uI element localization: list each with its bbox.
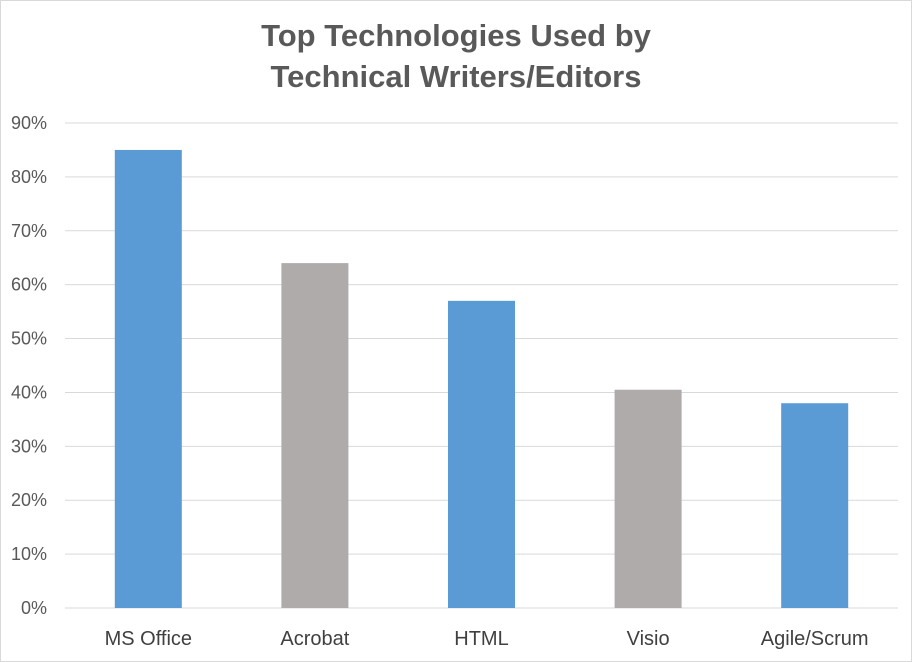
x-axis: MS Office Acrobat HTML Visio Agile/Scrum — [105, 628, 869, 650]
y-tick-label: 30% — [11, 436, 47, 456]
chart-title-line-1: Top Technologies Used by — [261, 18, 651, 53]
y-tick-label: 10% — [11, 544, 47, 564]
bar-ms-office — [114, 149, 182, 608]
bars — [114, 149, 849, 608]
chart-title: Top Technologies Used by Technical Write… — [1, 15, 911, 97]
bar-agile-scrum — [781, 403, 849, 608]
y-tick-label: 90% — [11, 113, 47, 133]
y-tick-label: 70% — [11, 221, 47, 241]
y-tick-label: 60% — [11, 275, 47, 295]
bar-html — [448, 300, 515, 608]
x-tick-label: Visio — [627, 628, 670, 650]
x-tick-label: Acrobat — [280, 628, 349, 650]
bar-visio — [614, 389, 682, 608]
y-tick-label: 40% — [11, 382, 47, 402]
chart-title-line-2: Technical Writers/Editors — [270, 59, 642, 94]
x-tick-label: Agile/Scrum — [761, 628, 869, 650]
y-tick-label: 50% — [11, 329, 47, 349]
x-tick-label: MS Office — [105, 628, 192, 650]
y-tick-label: 80% — [11, 167, 47, 187]
bar-acrobat — [281, 263, 349, 608]
y-tick-label: 20% — [11, 490, 47, 510]
y-axis: 0% 10% 20% 30% 40% 50% 60% 70% 80% 90% — [11, 113, 47, 618]
x-tick-label: HTML — [454, 628, 508, 650]
y-tick-label: 0% — [21, 598, 47, 618]
